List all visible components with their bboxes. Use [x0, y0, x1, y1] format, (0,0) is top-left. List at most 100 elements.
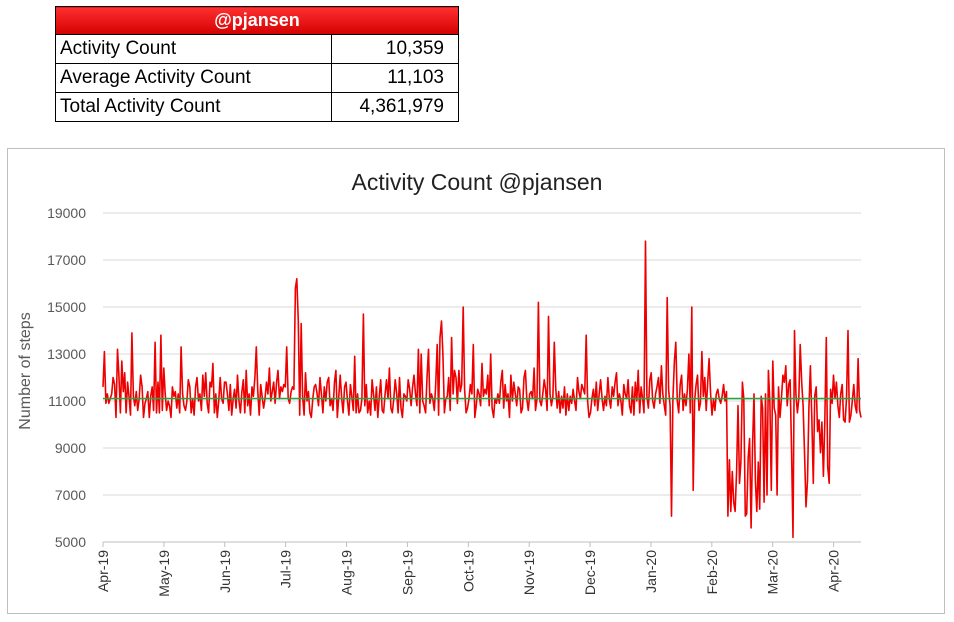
data-point	[449, 410, 451, 411]
data-point	[435, 384, 437, 385]
data-point	[529, 393, 531, 395]
data-point	[574, 400, 575, 402]
data-point	[710, 393, 711, 395]
data-point	[487, 374, 489, 376]
data-point	[250, 414, 251, 416]
y-tick-label: 17000	[47, 252, 86, 268]
y-tick-label: 19000	[47, 205, 86, 221]
data-point	[344, 386, 345, 388]
data-point	[659, 402, 661, 404]
data-point	[519, 388, 521, 390]
data-point	[535, 410, 536, 411]
x-tick-label: Oct-19	[460, 550, 476, 592]
data-point	[770, 489, 772, 491]
data-point	[610, 407, 612, 409]
data-point	[684, 393, 685, 395]
data-point	[284, 386, 286, 388]
data-point	[161, 410, 163, 411]
data-point	[824, 421, 826, 423]
data-point	[241, 391, 243, 392]
data-point	[549, 393, 551, 395]
data-point	[213, 412, 215, 414]
data-point	[646, 395, 648, 397]
data-point	[500, 381, 502, 383]
data-point	[741, 381, 743, 383]
data-point	[656, 386, 658, 388]
data-point	[267, 393, 269, 395]
data-point	[195, 386, 196, 388]
data-point	[522, 407, 523, 409]
data-point	[345, 381, 347, 383]
data-point	[755, 480, 756, 482]
data-point	[211, 386, 212, 388]
data-point	[604, 395, 606, 397]
data-point	[649, 379, 651, 381]
data-point	[565, 414, 567, 416]
data-point	[208, 412, 209, 414]
data-point	[782, 374, 784, 376]
data-point	[775, 414, 777, 416]
data-point	[409, 388, 411, 390]
data-point	[222, 402, 224, 404]
data-point	[546, 410, 548, 411]
data-point	[347, 400, 348, 402]
data-point	[380, 379, 382, 381]
data-point	[159, 412, 160, 414]
data-point	[308, 391, 309, 392]
data-point	[297, 320, 299, 322]
data-point	[704, 377, 706, 378]
data-point	[491, 407, 493, 409]
data-point	[108, 402, 110, 404]
data-point	[104, 351, 105, 353]
data-point	[334, 381, 335, 383]
data-point	[597, 410, 599, 411]
data-point	[117, 348, 118, 350]
data-point	[558, 391, 560, 392]
x-tick-label: Aug-19	[339, 550, 355, 595]
data-point	[687, 388, 688, 390]
data-point	[694, 400, 696, 402]
data-point	[151, 386, 153, 388]
data-point	[115, 417, 117, 418]
data-point	[562, 407, 564, 409]
data-point	[292, 386, 293, 388]
data-point	[559, 412, 561, 414]
data-point	[679, 384, 681, 385]
data-point	[766, 494, 768, 496]
data-point	[335, 370, 337, 371]
data-point	[621, 414, 623, 416]
data-point	[277, 370, 279, 371]
data-point	[130, 414, 131, 416]
data-point	[428, 348, 429, 350]
data-point	[134, 405, 136, 407]
data-point	[551, 405, 552, 407]
data-point	[433, 410, 435, 411]
data-point	[373, 393, 374, 395]
data-point	[507, 393, 509, 395]
data-point	[315, 384, 317, 385]
data-point	[726, 391, 727, 392]
data-point	[700, 402, 701, 404]
data-point	[193, 414, 195, 416]
data-point	[689, 412, 691, 414]
data-point	[527, 410, 529, 411]
x-tick-labels: Apr-19 May-19 Jun-19 Jul-19 Aug-19 Sep-19 Oct-…	[95, 542, 842, 597]
data-point	[665, 414, 667, 416]
y-tick-label: 7000	[55, 487, 86, 503]
data-point	[231, 414, 233, 416]
data-point	[227, 393, 228, 395]
data-point	[538, 301, 539, 303]
data-point	[163, 367, 165, 369]
data-point	[106, 393, 108, 395]
x-tick-label: Dec-19	[582, 550, 598, 595]
data-point	[702, 395, 704, 397]
data-point	[804, 454, 805, 456]
data-point	[568, 410, 570, 411]
chart-title: Activity Count @pjansen	[352, 169, 603, 195]
data-point	[306, 400, 308, 402]
data-point	[731, 471, 733, 472]
summary-value: 10,359	[331, 34, 459, 64]
data-point	[490, 353, 492, 355]
data-point	[451, 337, 453, 338]
data-point	[808, 407, 810, 409]
